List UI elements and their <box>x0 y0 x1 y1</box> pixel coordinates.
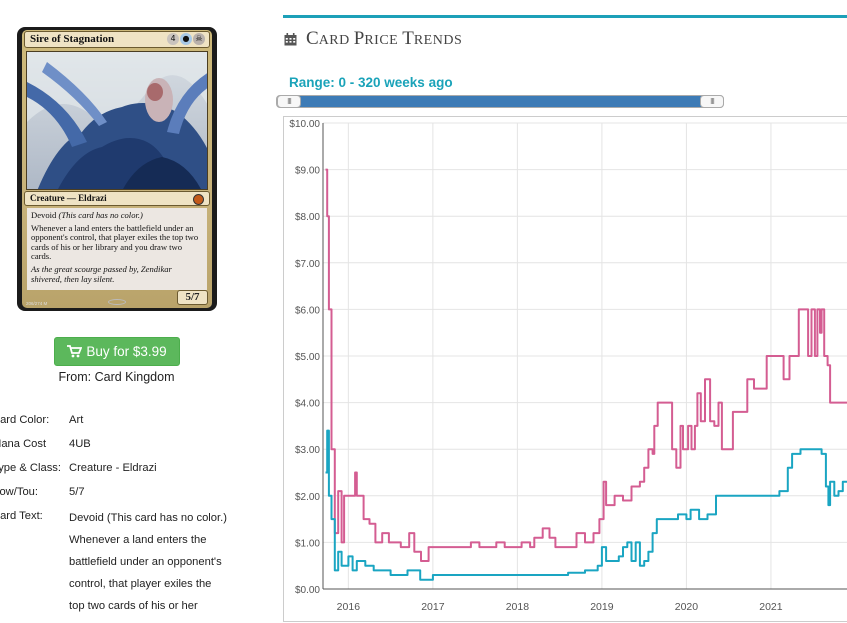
card-art <box>26 51 208 190</box>
detail-label: Pow/Tou: <box>0 486 38 498</box>
x-tick-label: 2019 <box>590 601 614 613</box>
card-text-line: top two cards of his or her <box>69 598 259 620</box>
detail-value: Art <box>69 414 83 426</box>
range-label: Range: 0 - 320 weeks ago <box>289 75 453 90</box>
buy-button[interactable]: Buy for $3.99 <box>54 337 180 366</box>
card-flavor-text: As the great scourge passed by, Zendikar… <box>31 265 203 284</box>
y-tick-label: $7.00 <box>295 259 320 270</box>
blue-mana-icon: ● <box>180 33 192 45</box>
price-chart-svg: $0.00 $1.00 $2.00 $3.00 $4.00 $5.00 $6.00 $7.00… <box>284 117 847 623</box>
range-slider-end-handle[interactable]: III <box>700 95 724 108</box>
y-tick-label: $0.00 <box>295 585 320 596</box>
price-series-line-2 <box>326 431 847 580</box>
price-series-line-1 <box>326 170 847 561</box>
calendar-icon <box>284 33 297 46</box>
x-tick-label: 2018 <box>506 601 530 613</box>
x-tick-label: 2016 <box>337 601 361 613</box>
card-title-bar: Sire of Stagnation 4 ● ☠ <box>24 31 210 48</box>
y-tick-label: $2.00 <box>295 492 320 503</box>
detail-value: 4UB <box>69 438 91 450</box>
panel-accent-line <box>283 15 847 18</box>
buy-source: From: Card Kingdom <box>0 370 233 384</box>
y-tick-label: $10.00 <box>289 119 320 130</box>
y-tick-label: $8.00 <box>295 212 320 223</box>
detail-label: Card Text: <box>0 510 43 522</box>
card-keyword: Devoid <box>31 210 56 220</box>
shopping-cart-icon <box>67 345 82 358</box>
card-frame: Sire of Stagnation 4 ● ☠ <box>22 30 212 308</box>
card-text-line: control, that player exiles the <box>69 576 259 598</box>
y-tick-label: $9.00 <box>295 166 320 177</box>
range-slider-start-handle[interactable]: III <box>277 95 301 108</box>
card-rules-text: Devoid (This card has no color.) Wheneve… <box>27 208 207 290</box>
detail-label: Card Color: <box>0 414 49 426</box>
card-text-line: battlefield under an opponent's <box>69 554 259 576</box>
card-image: Sire of Stagnation 4 ● ☠ <box>17 27 217 311</box>
range-slider-fill <box>289 96 713 107</box>
card-reminder-text: (This card has no color.) <box>58 210 142 220</box>
y-tick-label: $5.00 <box>295 352 320 363</box>
panel-title: CARD PRICE TRENDS <box>284 28 462 50</box>
card-name: Sire of Stagnation <box>30 33 114 45</box>
card-mana-cost: 4 ● ☠ <box>167 33 205 45</box>
card-collector-number: 206/274 M <box>26 301 47 306</box>
card-type-line: Creature — Eldrazi <box>30 193 107 203</box>
detail-value: 5/7 <box>69 486 85 498</box>
holo-stamp-icon <box>108 299 126 305</box>
buy-button-label: Buy for $3.99 <box>86 344 166 359</box>
y-tick-label: $6.00 <box>295 305 320 316</box>
generic-mana-symbol: 4 <box>167 33 179 45</box>
panel-title-text: CARD PRICE TRENDS <box>306 28 462 50</box>
detail-value: Creature - Eldrazi <box>69 462 157 474</box>
black-mana-icon: ☠ <box>193 33 205 45</box>
price-chart: $0.00 $1.00 $2.00 $3.00 $4.00 $5.00 $6.00 $7.00… <box>283 116 847 622</box>
y-tick-label: $3.00 <box>295 445 320 456</box>
detail-label: Mana Cost <box>0 438 46 450</box>
x-tick-label: 2017 <box>421 601 445 613</box>
detail-label: Type & Class: <box>0 462 61 474</box>
card-text-line: Devoid (This card has no color.) <box>69 510 259 532</box>
card-type-bar: Creature — Eldrazi <box>24 191 210 206</box>
range-slider[interactable]: III III <box>276 95 724 108</box>
detail-card-text: Devoid (This card has no color.) Wheneve… <box>69 510 259 620</box>
x-tick-label: 2020 <box>675 601 699 613</box>
x-tick-label: 2021 <box>759 601 783 613</box>
card-ability-text: Whenever a land enters the battlefield u… <box>31 224 203 262</box>
y-tick-label: $1.00 <box>295 538 320 549</box>
set-symbol-icon <box>193 194 204 205</box>
card-text-line: Whenever a land enters the <box>69 532 259 554</box>
y-tick-label: $4.00 <box>295 399 320 410</box>
card-power-toughness: 5/7 <box>177 290 208 305</box>
